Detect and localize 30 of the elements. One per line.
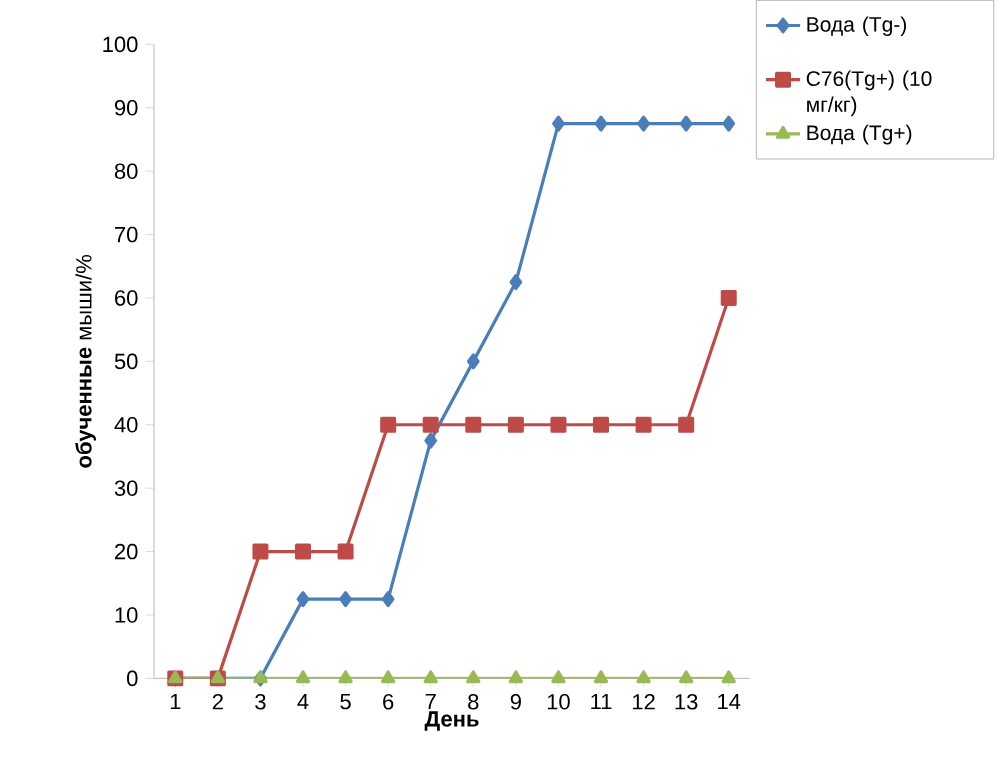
y-tick-label: 80 [114, 163, 138, 179]
x-tick-label: 11 [591, 693, 612, 709]
x-tick-label: 3 [255, 693, 266, 710]
x-tick-label: 7 [425, 693, 436, 709]
x-tick-label: 14 [718, 693, 741, 709]
y-tick-label: 90 [114, 99, 138, 116]
x-tick-label: 5 [340, 693, 351, 710]
x-tick-label: 8 [468, 693, 479, 710]
legend-label: Вода (Tg-) [807, 16, 907, 36]
y-tick-label: 70 [115, 226, 138, 243]
x-tick-label: 10 [547, 693, 570, 710]
y-tick-label: 20 [115, 543, 138, 560]
x-tick-label: 6 [383, 693, 394, 710]
x-axis-title: День [424, 711, 479, 731]
legend-label: Вода (Tg+) [807, 124, 912, 145]
y-tick-label: 10 [115, 607, 138, 623]
y-tick-label: 100 [103, 36, 138, 52]
x-tick-label: 13 [675, 693, 698, 710]
x-tick-label: 4 [297, 693, 309, 709]
y-tick-label: 0 [127, 670, 138, 686]
y-tick-label: 40 [114, 416, 138, 433]
y-tick-label: 30 [114, 480, 138, 496]
x-tick-label: 12 [633, 693, 655, 710]
y-tick-label: 60 [115, 290, 138, 306]
y-axis-title: обученные мыши/% [75, 254, 96, 468]
x-tick-label: 9 [510, 693, 521, 710]
x-tick-label: 2 [212, 693, 223, 710]
y-tick-label: 50 [114, 353, 138, 369]
legend-label: C76(Tg+) (10 мг/кг) [806, 70, 932, 116]
x-tick-label: 1 [170, 693, 181, 709]
